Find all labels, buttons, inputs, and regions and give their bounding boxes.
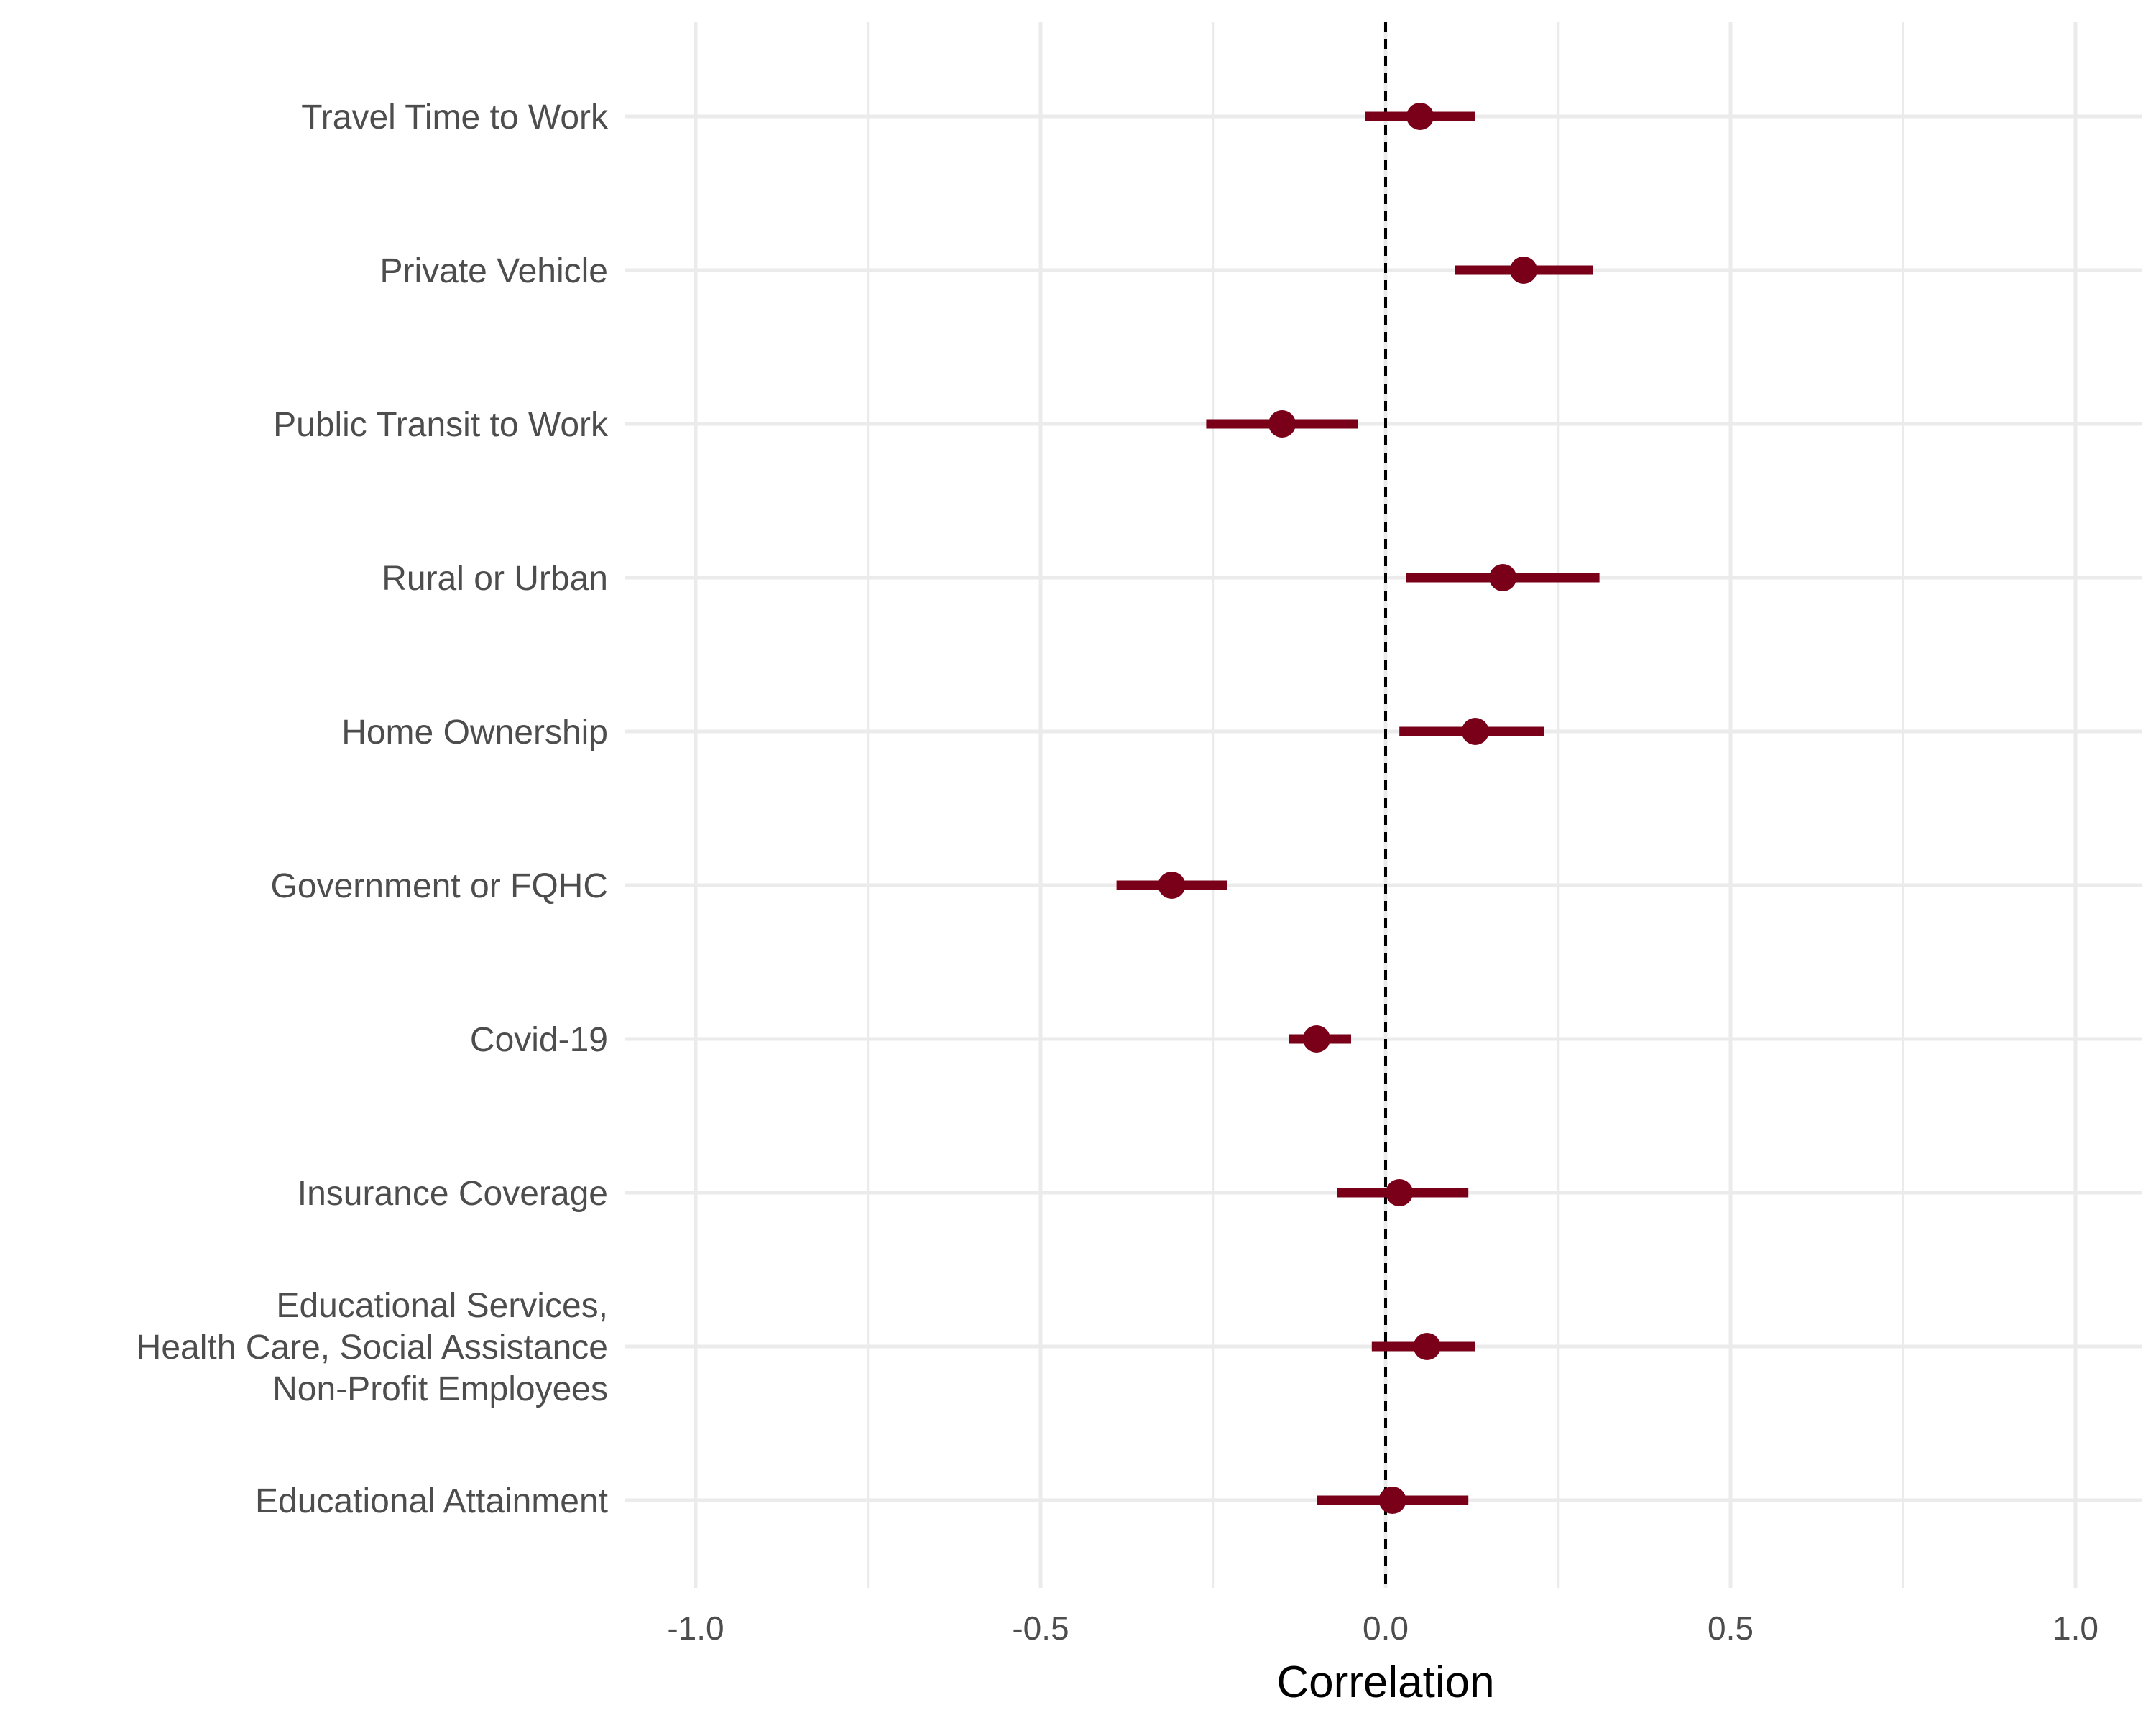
category-label: Educational Attainment	[255, 1482, 608, 1520]
estimate-point	[1303, 1025, 1330, 1053]
x-tick-label: 0.0	[1363, 1609, 1409, 1647]
estimate-point	[1378, 1487, 1406, 1514]
x-tick-label: 0.5	[1708, 1609, 1754, 1647]
category-label: Educational Services, Health Care, Social…	[137, 1287, 608, 1408]
grid-lines	[625, 22, 2142, 1588]
estimate-point	[1510, 257, 1537, 284]
category-label-line: Non-Profit Employees	[272, 1370, 608, 1408]
estimate-point	[1461, 718, 1489, 745]
category-label-line: Insurance Coverage	[298, 1175, 608, 1213]
estimate-points	[1158, 103, 1537, 1514]
category-label-line: Government or FQHC	[271, 867, 608, 905]
category-label-line: Educational Services,	[276, 1287, 608, 1325]
category-label-line: Home Ownership	[341, 713, 608, 752]
category-label-line: Health Care, Social Assistance	[137, 1329, 608, 1367]
category-label-line: Public Transit to Work	[273, 406, 609, 444]
category-label: Home Ownership	[341, 713, 608, 752]
estimate-point	[1386, 1179, 1414, 1206]
category-label: Covid-19	[470, 1021, 608, 1059]
y-axis-labels: Travel Time to Work Private Vehicle Public…	[137, 98, 609, 1520]
error-bars	[1116, 111, 1600, 1505]
x-tick-label: 1.0	[2053, 1609, 2099, 1647]
category-label-line: Private Vehicle	[379, 252, 608, 290]
estimate-point	[1413, 1333, 1441, 1360]
x-axis-title: Correlation	[1276, 1658, 1494, 1707]
category-label: Rural or Urban	[382, 560, 608, 598]
x-axis-tick-labels: -1.0 -0.5 0.0 0.5 1.0	[667, 1609, 2099, 1647]
category-label-line: Travel Time to Work	[301, 98, 609, 137]
category-label: Insurance Coverage	[298, 1175, 608, 1213]
category-label-line: Rural or Urban	[382, 560, 608, 598]
category-label-line: Covid-19	[470, 1021, 608, 1059]
category-label: Public Transit to Work	[273, 406, 609, 444]
estimate-point	[1158, 872, 1186, 899]
category-label-line: Educational Attainment	[255, 1482, 608, 1520]
x-tick-label: -1.0	[667, 1609, 724, 1647]
estimate-point	[1268, 410, 1296, 438]
estimate-point	[1406, 103, 1434, 130]
category-label: Private Vehicle	[379, 252, 608, 290]
estimate-point	[1489, 564, 1517, 591]
category-label: Travel Time to Work	[301, 98, 609, 137]
x-tick-label: -0.5	[1012, 1609, 1069, 1647]
category-label: Government or FQHC	[271, 867, 608, 905]
